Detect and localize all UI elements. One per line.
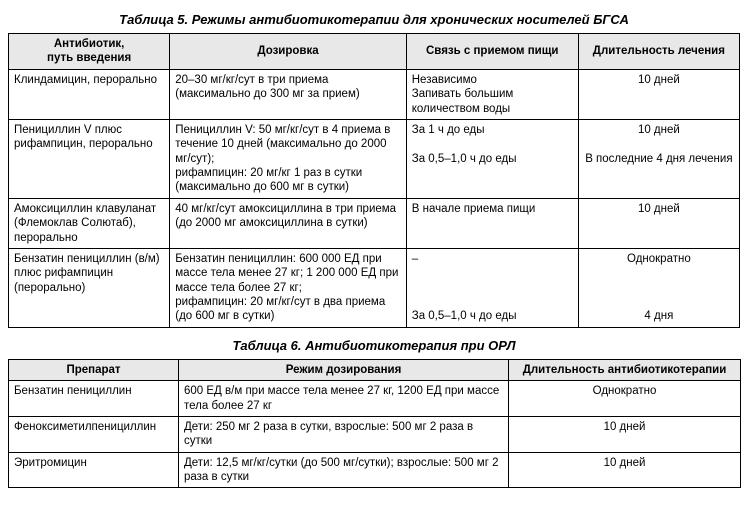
table6-caption: Таблица 6. Антибиотикотерапия при ОРЛ	[8, 338, 740, 353]
cell-drug: Клиндамицин, перорально	[9, 69, 170, 119]
table6-header-row: Препарат Режим дозирования Длительность …	[9, 359, 741, 380]
table-row: Бензатин пенициллин 600 ЕД в/м при массе…	[9, 381, 741, 417]
cell-dose: Пенициллин V: 50 мг/кг/сут в 4 приема в …	[170, 119, 407, 198]
cell-dose: 20–30 мг/кг/сут в три приема (максимальн…	[170, 69, 407, 119]
table-row: Пенициллин V плюс рифампицин, перорально…	[9, 119, 740, 198]
cell-dur: 10 дней	[509, 416, 741, 452]
cell-dose: Бензатин пенициллин: 600 000 ЕД при масс…	[170, 248, 407, 327]
cell-food: НезависимоЗапивать большим количеством в…	[406, 69, 578, 119]
cell-dur: 10 дней	[578, 69, 739, 119]
cell-drug: Амоксициллин клавуланат (Флемоклав Солют…	[9, 198, 170, 248]
cell-dur: 10 дней	[509, 452, 741, 488]
table6: Препарат Режим дозирования Длительность …	[8, 359, 741, 489]
cell-drug: Бензатин пенициллин	[9, 381, 179, 417]
table5-caption: Таблица 5. Режимы антибиотикотерапии для…	[8, 12, 740, 27]
cell-drug: Бензатин пенициллин (в/м) плюс рифампици…	[9, 248, 170, 327]
cell-dose: 40 мг/кг/сут амоксициллина в три приема …	[170, 198, 407, 248]
cell-food: В начале приема пищи	[406, 198, 578, 248]
table-row: Амоксициллин клавуланат (Флемоклав Солют…	[9, 198, 740, 248]
cell-dur: 10 днейВ последние 4 дня лечения	[578, 119, 739, 198]
table6-h0: Препарат	[9, 359, 179, 380]
table6-h2: Длительность антибиотикотерапии	[509, 359, 741, 380]
table5-header-row: Антибиотик,путь введения Дозировка Связь…	[9, 34, 740, 70]
table5-h1: Дозировка	[170, 34, 407, 70]
cell-dur: Однократно	[509, 381, 741, 417]
cell-dose: Дети: 250 мг 2 раза в сутки, взрослые: 5…	[179, 416, 509, 452]
cell-dose: Дети: 12,5 мг/кг/сутки (до 500 мг/сутки)…	[179, 452, 509, 488]
table5: Антибиотик,путь введения Дозировка Связь…	[8, 33, 740, 328]
table-row: Клиндамицин, перорально 20–30 мг/кг/сут …	[9, 69, 740, 119]
table-row: Бензатин пенициллин (в/м) плюс рифампици…	[9, 248, 740, 327]
cell-drug: Феноксиметилпенициллин	[9, 416, 179, 452]
table-row: Феноксиметилпенициллин Дети: 250 мг 2 ра…	[9, 416, 741, 452]
cell-dur: 10 дней	[578, 198, 739, 248]
cell-dose: 600 ЕД в/м при массе тела менее 27 кг, 1…	[179, 381, 509, 417]
table5-h3: Длительность лечения	[578, 34, 739, 70]
table5-h2: Связь с приемом пищи	[406, 34, 578, 70]
cell-dur: Однократно4 дня	[578, 248, 739, 327]
table6-h1: Режим дозирования	[179, 359, 509, 380]
table5-h0: Антибиотик,путь введения	[9, 34, 170, 70]
table-row: Эритромицин Дети: 12,5 мг/кг/сутки (до 5…	[9, 452, 741, 488]
cell-food: За 1 ч до едыЗа 0,5–1,0 ч до еды	[406, 119, 578, 198]
cell-drug: Пенициллин V плюс рифампицин, перорально	[9, 119, 170, 198]
cell-food: –За 0,5–1,0 ч до еды	[406, 248, 578, 327]
cell-drug: Эритромицин	[9, 452, 179, 488]
